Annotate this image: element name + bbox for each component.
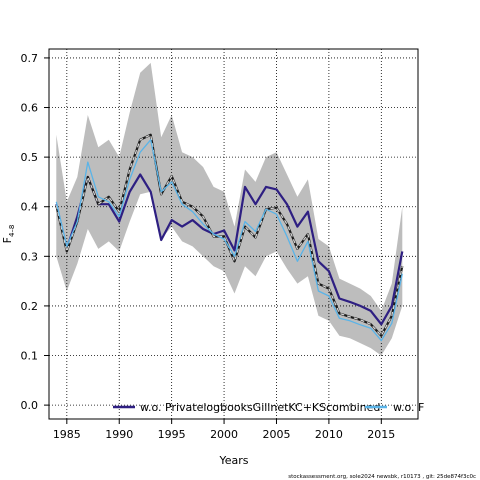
x-tick-label: 2005 <box>262 428 290 441</box>
y-tick-label: 0.2 <box>21 300 39 313</box>
plot-frame <box>48 48 419 420</box>
x-tick-label: 1995 <box>158 428 186 441</box>
x-tick-label: 2010 <box>315 428 343 441</box>
legend-label-1: w.o. PrivatelogbooksGillnetKC+KScombined <box>140 401 380 414</box>
series-line-1 <box>55 173 404 326</box>
y-axis-title-main: F <box>1 237 14 243</box>
series-line-3 <box>55 134 403 337</box>
x-tick-label: 1990 <box>105 428 133 441</box>
x-tick-label: 2000 <box>210 428 238 441</box>
footer-note: stockassessment.org, sole2024 newsbk, r1… <box>288 474 476 480</box>
series-line-4 <box>55 139 403 342</box>
y-tick-label: 0.1 <box>21 350 39 363</box>
y-tick-label: 0.0 <box>21 399 39 412</box>
x-tick-label: 2015 <box>367 428 395 441</box>
y-tick-label: 0.4 <box>21 201 39 214</box>
axis-layer: 1985 1990 1995 2000 2005 2010 2015 0.0 0.1 0.2 0.3… <box>21 52 396 441</box>
series-layer <box>55 133 404 342</box>
y-tick-label: 0.6 <box>21 102 39 115</box>
y-tick-label: 0.7 <box>21 52 39 65</box>
y-tick-label: 0.5 <box>21 151 39 164</box>
y-tick-label: 0.3 <box>21 250 39 263</box>
x-axis-title: Years <box>218 454 248 467</box>
x-tick-label: 1985 <box>53 428 81 441</box>
y-axis-title-sub: 4–8 <box>8 225 16 237</box>
confidence-band-layer <box>56 62 403 356</box>
legend: w.o. PrivatelogbooksGillnetKC+KScombined… <box>113 401 424 414</box>
y-axis-title: F4–8 <box>1 225 16 244</box>
legend-label-2: w.o. F <box>393 401 424 414</box>
confidence-band <box>56 62 403 356</box>
